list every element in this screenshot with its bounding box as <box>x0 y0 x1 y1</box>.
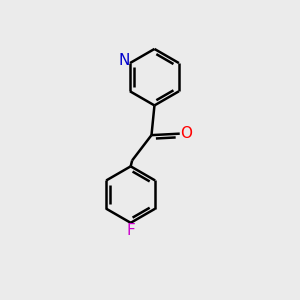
Text: F: F <box>126 223 135 238</box>
Text: O: O <box>180 126 192 141</box>
Text: N: N <box>118 53 130 68</box>
